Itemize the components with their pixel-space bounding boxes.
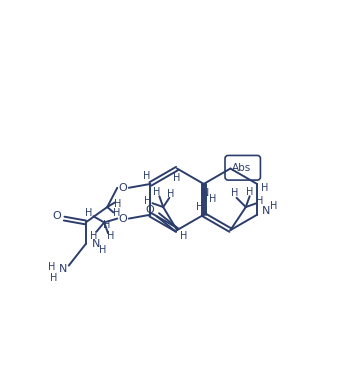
Text: H: H (107, 231, 114, 241)
Text: H: H (246, 187, 253, 197)
Text: H: H (90, 231, 97, 241)
Text: H: H (50, 273, 57, 283)
FancyBboxPatch shape (225, 155, 260, 180)
Text: O: O (118, 214, 127, 224)
Text: N: N (92, 239, 101, 249)
Text: H: H (143, 171, 150, 181)
Text: H: H (196, 202, 203, 212)
Text: H: H (231, 188, 239, 198)
Text: H: H (256, 196, 263, 206)
Text: H: H (261, 183, 269, 193)
Text: H: H (167, 189, 174, 199)
Text: H: H (85, 208, 92, 218)
Text: H: H (99, 245, 106, 255)
Text: N: N (58, 264, 67, 274)
Text: H: H (173, 173, 181, 183)
Text: O: O (146, 205, 155, 215)
Text: O: O (118, 183, 127, 193)
Text: N: N (262, 206, 270, 216)
Text: H: H (103, 220, 110, 230)
Text: H: H (113, 208, 120, 218)
Text: Abs: Abs (232, 163, 252, 173)
Text: H: H (270, 200, 278, 211)
Text: H: H (144, 196, 151, 206)
Text: H: H (114, 199, 122, 209)
Text: H: H (153, 187, 161, 197)
Text: N: N (201, 188, 210, 198)
Text: O: O (52, 211, 61, 221)
Text: H: H (48, 262, 55, 272)
Text: H: H (209, 194, 216, 204)
Text: H: H (180, 231, 187, 241)
